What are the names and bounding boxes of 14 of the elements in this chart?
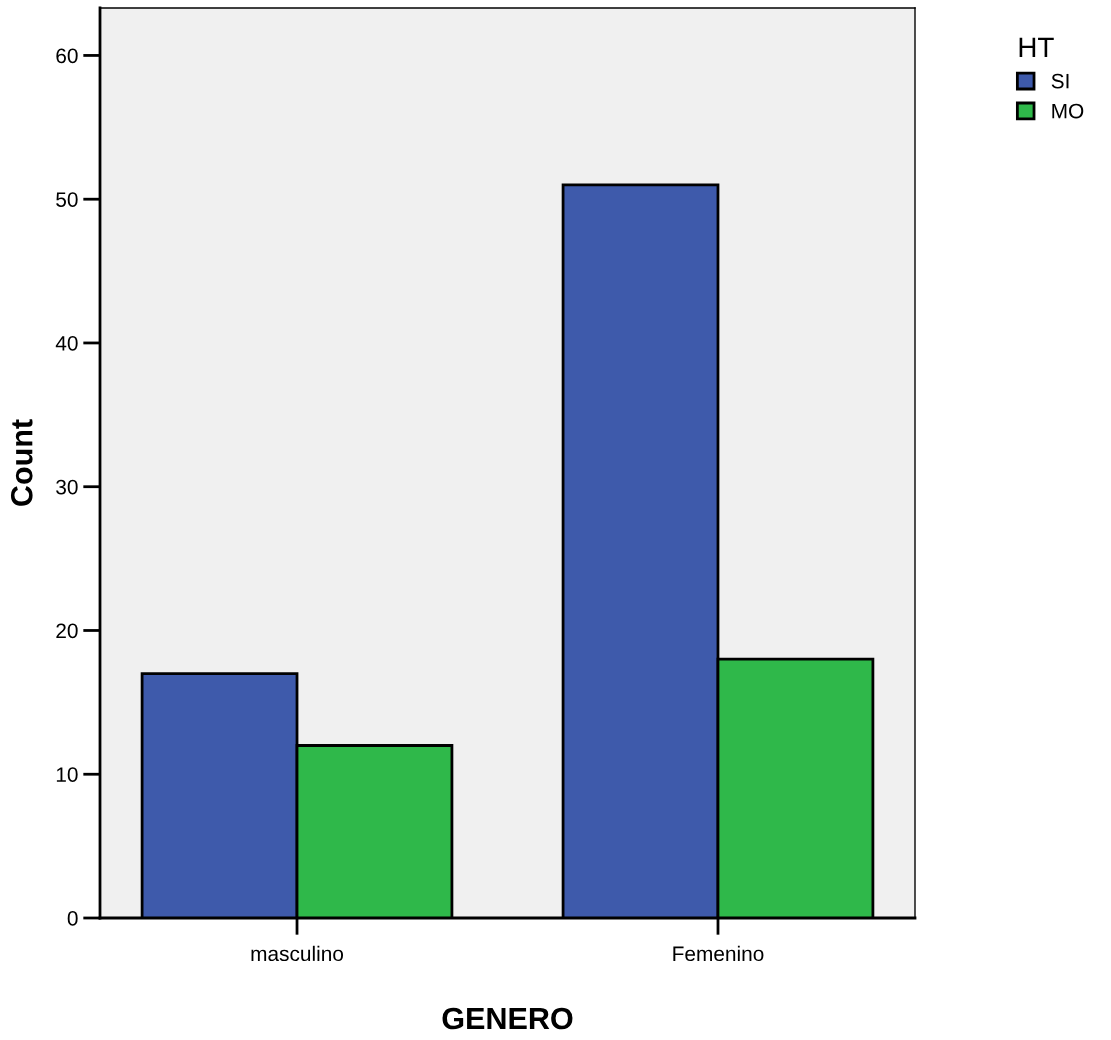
legend-label: MO bbox=[1052, 103, 1084, 119]
y-axis-title: Count bbox=[10, 419, 33, 506]
y-tick-label: 0 bbox=[67, 911, 78, 926]
y-tick-label: 10 bbox=[56, 767, 78, 782]
x-axis-title: GENERO bbox=[442, 1007, 573, 1030]
y-tick-label: 20 bbox=[56, 623, 78, 639]
y-tick-label: 50 bbox=[56, 192, 78, 207]
x-tick-label: masculino bbox=[251, 945, 344, 962]
x-tick-label: Femenino bbox=[673, 945, 764, 962]
y-tick-label: 60 bbox=[56, 48, 78, 64]
legend-label: SI bbox=[1051, 73, 1069, 89]
legend-title: HT bbox=[1019, 37, 1054, 57]
y-tick-label: 30 bbox=[56, 479, 78, 495]
y-tick-label: 40 bbox=[55, 335, 78, 351]
